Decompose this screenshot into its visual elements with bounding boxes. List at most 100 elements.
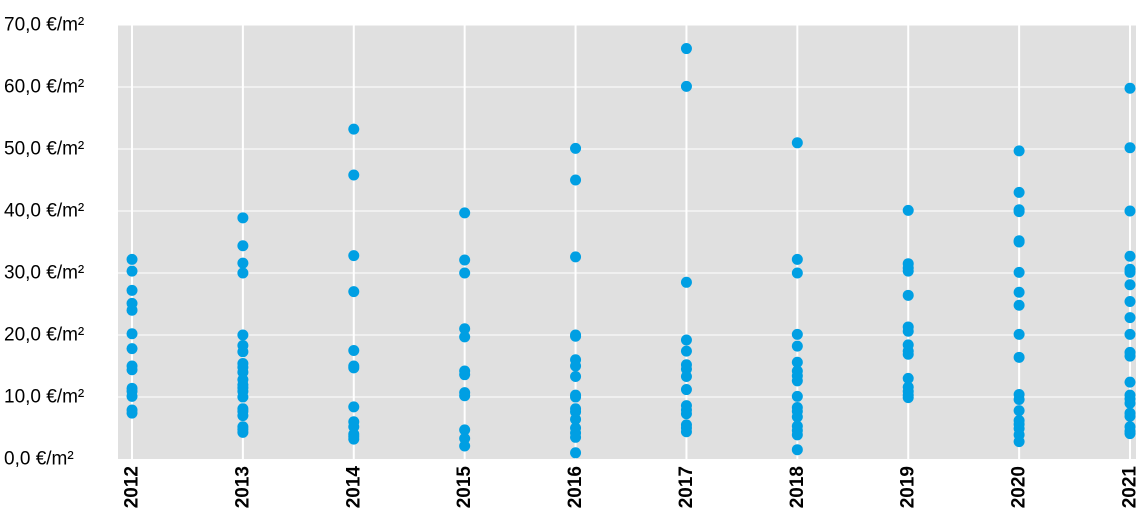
data-point [791, 429, 803, 441]
data-point [126, 390, 138, 402]
data-points [126, 43, 1136, 459]
y-tick-label: 60,0 €/m² [4, 77, 84, 98]
x-tick-label: 2016 [565, 466, 586, 508]
data-point [459, 440, 471, 452]
data-point [1013, 328, 1025, 340]
data-point [1124, 428, 1136, 440]
data-point [237, 257, 249, 269]
y-tick-label: 10,0 €/m² [4, 387, 84, 408]
x-tick-label: 2014 [343, 466, 364, 509]
data-point [570, 413, 582, 425]
data-point [459, 267, 471, 279]
data-point [902, 392, 914, 404]
data-point [680, 408, 692, 420]
y-tick-label: 0,0 €/m² [4, 449, 74, 470]
data-point [902, 289, 914, 301]
data-point [1124, 328, 1136, 340]
data-point [459, 369, 471, 381]
data-point [1013, 299, 1025, 311]
data-point [1013, 351, 1025, 363]
y-tick-label: 20,0 €/m² [4, 325, 84, 346]
x-tick-label: 2020 [1009, 466, 1030, 508]
data-point [902, 325, 914, 337]
data-point [1124, 205, 1136, 217]
data-point [570, 251, 582, 263]
data-point [1124, 279, 1136, 291]
y-tick-label: 70,0 €/m² [4, 15, 84, 36]
data-point [1124, 376, 1136, 388]
data-point [791, 253, 803, 265]
plot-area-background [118, 25, 1136, 459]
data-point [126, 343, 138, 355]
data-point [1013, 286, 1025, 298]
data-point [348, 362, 360, 374]
data-point [459, 254, 471, 266]
data-point [1124, 296, 1136, 308]
y-axis-tick-labels: 0,0 €/m² 10,0 €/m² 20,0 €/m² 30,0 €/m² 40,0 … [4, 15, 84, 470]
data-point [237, 391, 249, 403]
x-tick-label: 2019 [898, 466, 919, 508]
data-point [1013, 186, 1025, 198]
data-point [791, 328, 803, 340]
data-point [791, 356, 803, 368]
x-tick-label: 2012 [122, 466, 143, 508]
data-point [348, 401, 360, 413]
data-point [126, 253, 138, 265]
data-point [126, 304, 138, 316]
data-point [126, 265, 138, 277]
x-tick-label: 2017 [676, 466, 697, 508]
data-point [237, 329, 249, 341]
data-point [1124, 350, 1136, 362]
data-point [237, 410, 249, 422]
x-axis-tick-labels: 2012 2013 2014 2015 2016 2017 2018 2019 2020 2021 [122, 466, 1141, 509]
data-point [791, 390, 803, 402]
data-point [1013, 405, 1025, 417]
data-point [1124, 397, 1136, 409]
data-point [902, 372, 914, 384]
data-point [570, 142, 582, 154]
data-point [680, 426, 692, 438]
data-point [237, 240, 249, 252]
data-point [570, 431, 582, 443]
data-point [791, 340, 803, 352]
data-point [1124, 266, 1136, 278]
data-point [1013, 236, 1025, 248]
data-point [680, 345, 692, 357]
data-point [791, 411, 803, 423]
data-point [126, 364, 138, 376]
y-tick-label: 40,0 €/m² [4, 201, 84, 222]
data-point [680, 43, 692, 55]
data-point [348, 433, 360, 445]
data-point [348, 123, 360, 135]
x-tick-label: 2018 [787, 466, 808, 508]
data-point [680, 276, 692, 288]
data-point [680, 384, 692, 396]
data-point [1013, 266, 1025, 278]
data-point [902, 348, 914, 360]
data-point [348, 250, 360, 262]
data-point [1124, 82, 1136, 94]
data-point [680, 334, 692, 346]
data-point [126, 407, 138, 419]
data-point [1124, 250, 1136, 262]
data-point [459, 390, 471, 402]
data-point [570, 174, 582, 186]
data-point [1124, 312, 1136, 324]
data-point [126, 328, 138, 340]
data-point [237, 426, 249, 438]
data-point [237, 212, 249, 224]
data-point [570, 360, 582, 372]
x-tick-label: 2013 [232, 466, 253, 508]
data-point [570, 371, 582, 383]
data-point [570, 330, 582, 342]
data-point [1013, 436, 1025, 448]
data-point [1013, 206, 1025, 218]
data-point [237, 346, 249, 358]
x-tick-label: 2021 [1120, 466, 1141, 509]
data-point [459, 323, 471, 335]
data-point [459, 331, 471, 343]
data-point [791, 137, 803, 149]
data-point [126, 284, 138, 296]
